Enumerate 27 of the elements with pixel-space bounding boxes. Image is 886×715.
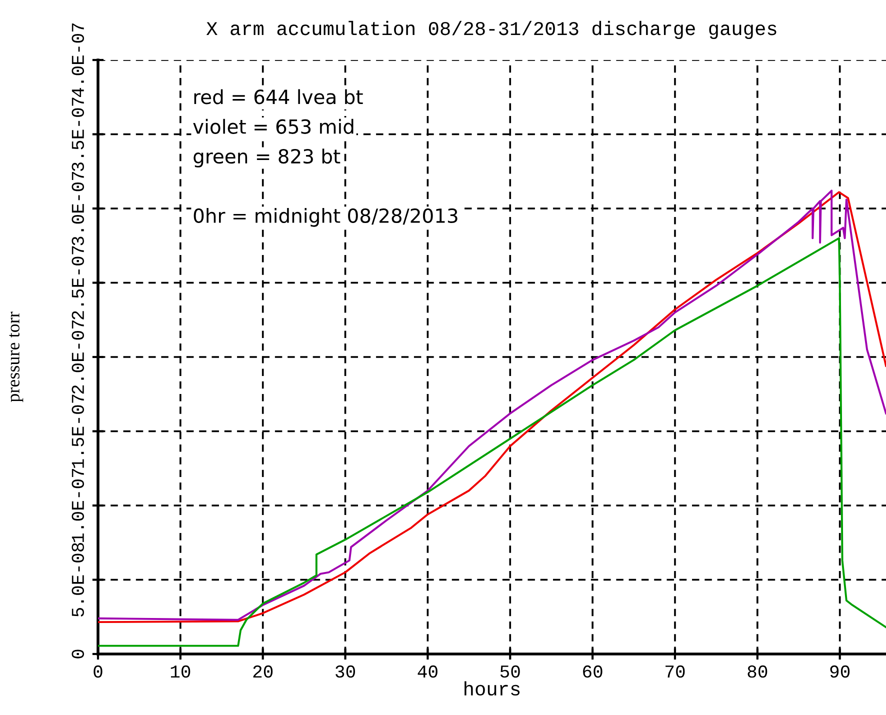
line-series <box>98 237 886 647</box>
y-tick-label: 4.0E-07 <box>72 23 84 98</box>
y-tick-label: 3.5E-07 <box>72 98 84 172</box>
x-tick-label: 70 <box>666 665 685 678</box>
annotation: 0hr = midnight 08/28/2013 <box>194 208 458 227</box>
x-axis-title: hours <box>464 681 520 696</box>
y-axis-title: pressure torr <box>9 312 24 402</box>
annotation: red = 644 lvea bt <box>194 89 363 104</box>
y-tick-label: 0 <box>72 650 84 658</box>
x-tick-label: 10 <box>170 665 190 678</box>
annotation: violet = 653 mid <box>193 118 354 134</box>
x-tick-label: 40 <box>418 665 438 678</box>
y-tick-label: 2.0E-07 <box>72 320 84 394</box>
annotation: green = 823 bt <box>194 148 340 168</box>
x-tick-label: 20 <box>253 665 273 678</box>
x-tick-label: 0 <box>94 665 102 678</box>
x-tick-label: 60 <box>583 665 602 678</box>
x-tick-label: 50 <box>500 665 520 678</box>
y-tick-label: 2.5E-07 <box>72 246 84 320</box>
x-tick-label: 90 <box>830 665 850 678</box>
x-tick-label: 30 <box>336 665 356 678</box>
y-tick-label: 1.5E-07 <box>72 394 84 468</box>
x-tick-label: 80 <box>748 665 768 678</box>
chart-title: X arm accumulation 08/28-31/2013 discharge gauges <box>206 20 776 40</box>
y-tick-label: 5.0E-08 <box>72 543 84 617</box>
y-tick-label: 3.0E-07 <box>72 172 84 246</box>
y-tick-label: 1.0E-07 <box>72 468 84 542</box>
